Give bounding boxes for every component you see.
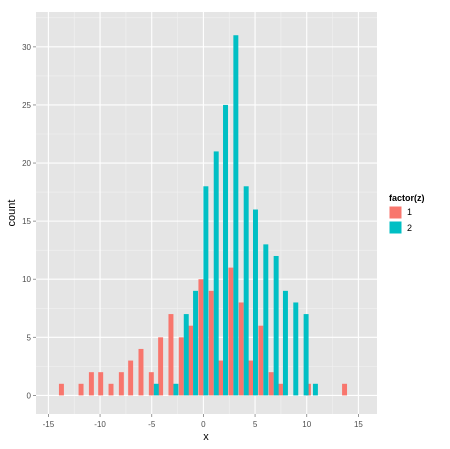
x-tick-label: -15 [43, 420, 55, 429]
x-axis: -15 -10 -5 0 5 10 15 [43, 414, 363, 429]
bar-series-1 [108, 383, 114, 396]
bar-series-2 [243, 186, 249, 396]
legend-key-1 [388, 205, 403, 220]
bar-series-1 [158, 337, 164, 396]
bar-series-1 [342, 383, 348, 396]
bar-series-2 [183, 314, 189, 396]
legend-title: factor(z) [389, 193, 425, 203]
bar-series-1 [258, 325, 264, 396]
y-tick-label: 20 [22, 159, 31, 168]
x-tick-label: 0 [201, 420, 206, 429]
bar-series-1 [78, 383, 84, 396]
bar-series-2 [282, 290, 288, 396]
bar-series-1 [218, 360, 224, 396]
legend: factor(z) 1 2 [388, 193, 425, 235]
bar-series-1 [278, 383, 283, 396]
y-tick-label: 10 [22, 275, 31, 284]
y-axis: 0 5 10 15 20 25 30 [22, 43, 36, 400]
x-tick-label: 15 [354, 420, 363, 429]
bar-series-1 [248, 360, 253, 396]
y-tick-label: 5 [27, 333, 32, 342]
bar-series-2 [312, 383, 318, 396]
x-axis-title: x [203, 431, 209, 443]
bar-series-1 [98, 372, 104, 396]
bar-series-2 [303, 314, 309, 396]
bar-series-1 [238, 302, 244, 396]
bar-series-2 [253, 209, 258, 396]
legend-key-2 [388, 220, 403, 235]
bar-series-2 [173, 383, 179, 396]
bar-series-1 [208, 290, 214, 396]
y-axis-title: count [6, 200, 18, 227]
legend-label-2: 2 [407, 223, 412, 233]
bar-series-2 [273, 255, 279, 396]
y-tick-label: 15 [22, 217, 31, 226]
bar-series-1 [178, 337, 184, 396]
legend-label-1: 1 [407, 207, 412, 217]
bar-series-1 [168, 314, 174, 396]
bar-series-1 [198, 279, 204, 396]
x-tick-label: -5 [148, 420, 156, 429]
bar-series-2 [153, 383, 159, 396]
bar-series-2 [213, 151, 219, 396]
bar-series-1 [268, 372, 274, 396]
bar-series-2 [193, 290, 199, 396]
bar-series-2 [233, 35, 239, 396]
x-tick-label: -10 [94, 420, 106, 429]
bar-series-2 [293, 302, 299, 396]
bar-series-1 [138, 348, 144, 396]
bar-series-2 [263, 244, 269, 396]
x-tick-label: 10 [302, 420, 311, 429]
bar-series-1 [88, 372, 94, 396]
bar-group [58, 35, 348, 396]
y-tick-label: 0 [27, 391, 32, 400]
bar-series-1 [228, 267, 234, 396]
bar-series-2 [203, 186, 209, 396]
y-tick-label: 25 [22, 101, 31, 110]
bar-series-1 [118, 372, 124, 396]
bar-series-1 [58, 383, 64, 396]
bar-series-1 [188, 325, 194, 396]
y-tick-label: 30 [22, 43, 31, 52]
x-tick-label: 5 [253, 420, 258, 429]
bar-series-2 [223, 104, 228, 396]
bar-series-1 [148, 372, 154, 396]
bar-series-1 [128, 360, 134, 396]
